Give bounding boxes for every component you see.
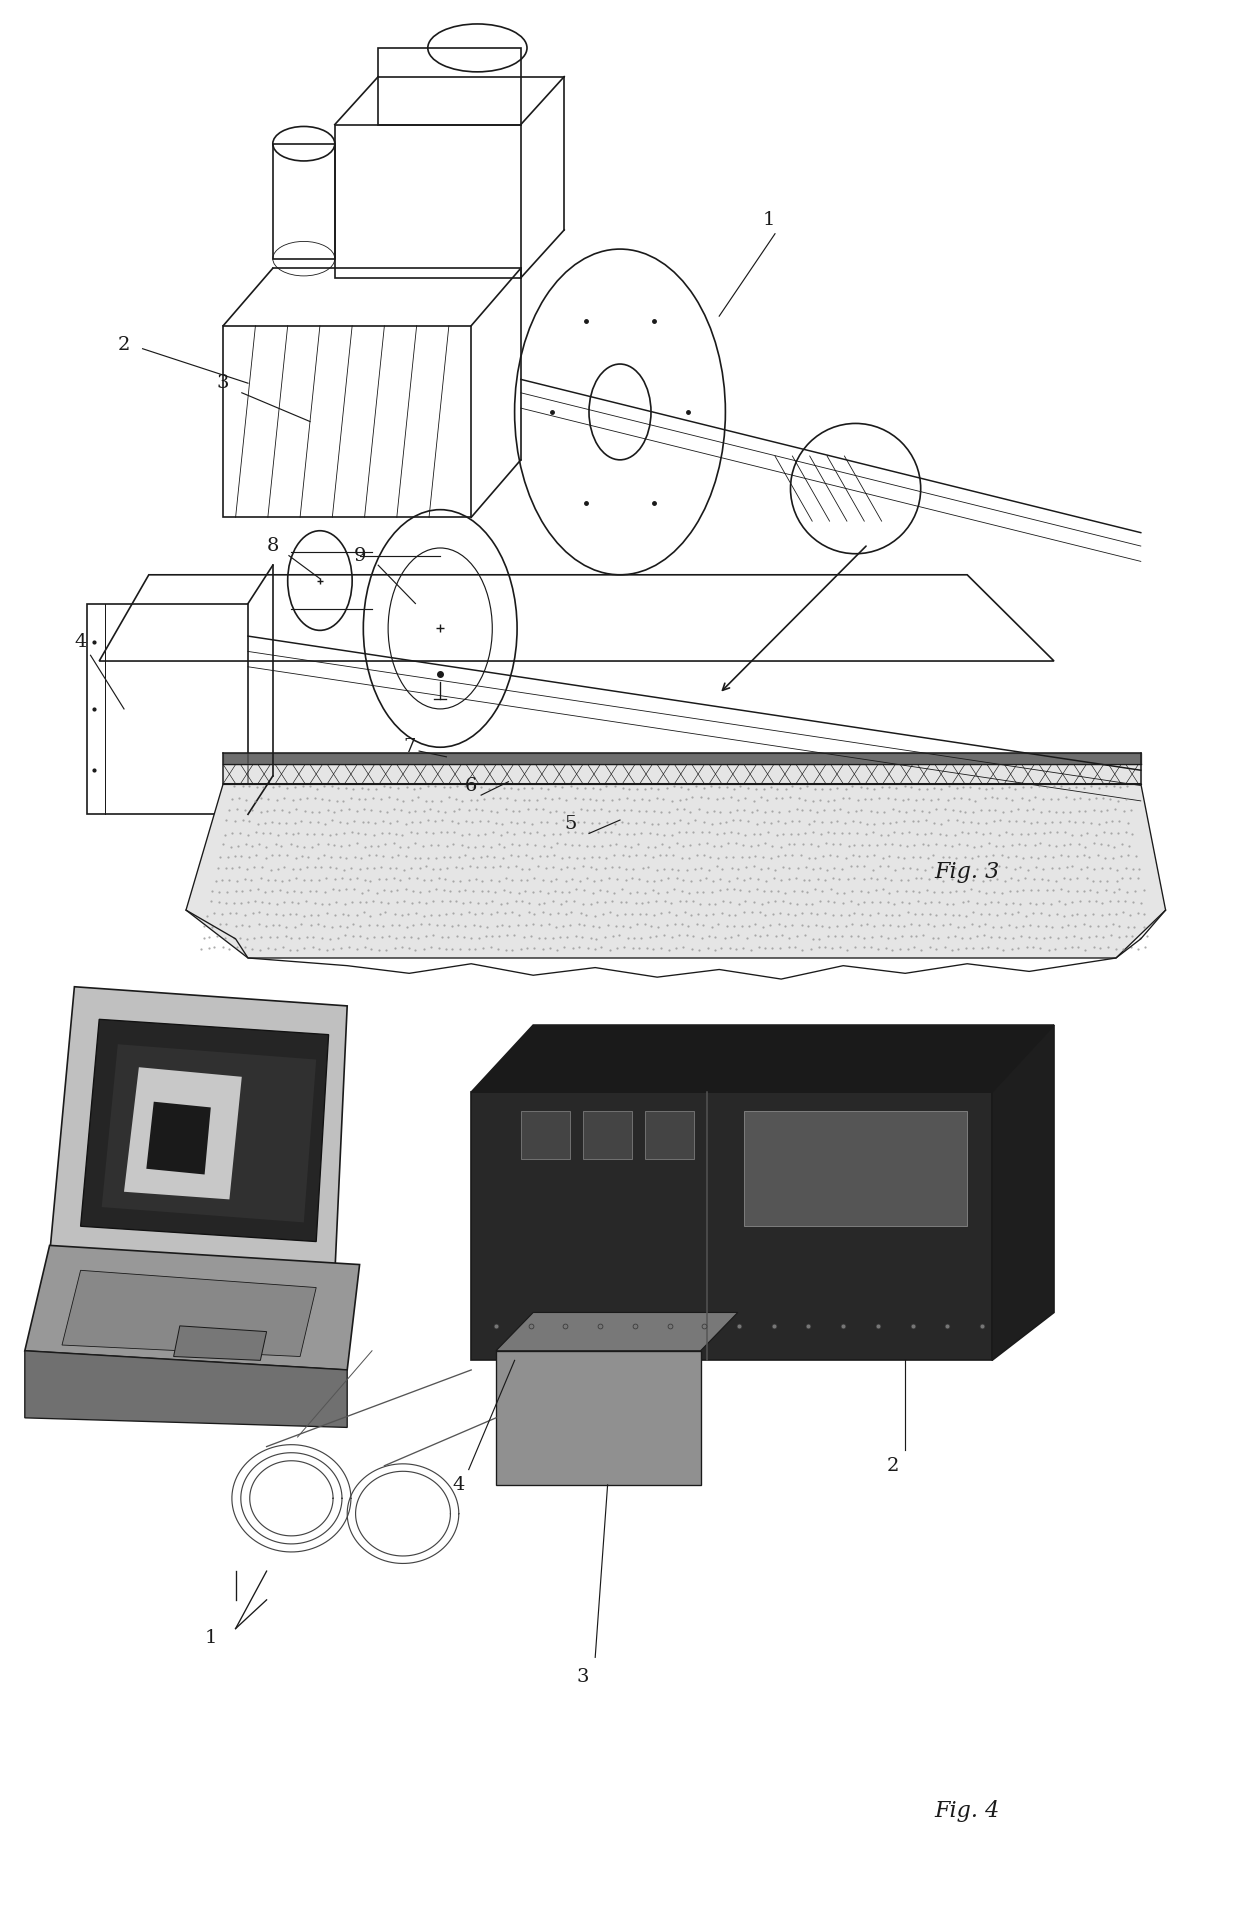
Polygon shape [102, 1044, 316, 1222]
Text: 2: 2 [887, 1456, 899, 1475]
Text: 4: 4 [74, 632, 87, 651]
Polygon shape [62, 1270, 316, 1357]
Polygon shape [25, 1351, 347, 1427]
Text: 3: 3 [217, 374, 229, 393]
Polygon shape [25, 1245, 360, 1370]
Text: 9: 9 [353, 546, 366, 565]
Polygon shape [124, 1067, 242, 1199]
Text: Fig. 3: Fig. 3 [935, 860, 999, 883]
Polygon shape [81, 1019, 329, 1242]
Polygon shape [146, 1102, 211, 1175]
Text: 3: 3 [577, 1667, 589, 1686]
Text: 2: 2 [118, 335, 130, 354]
Polygon shape [583, 1111, 632, 1159]
Text: 1: 1 [763, 211, 775, 230]
Text: 8: 8 [267, 536, 279, 556]
Polygon shape [50, 987, 347, 1274]
Polygon shape [992, 1025, 1054, 1360]
Polygon shape [521, 1111, 570, 1159]
Polygon shape [496, 1312, 738, 1351]
Polygon shape [186, 784, 1166, 958]
Polygon shape [744, 1111, 967, 1226]
Polygon shape [645, 1111, 694, 1159]
Text: 7: 7 [403, 738, 415, 757]
Text: Fig. 4: Fig. 4 [935, 1799, 999, 1822]
Polygon shape [471, 1025, 1054, 1092]
Text: 1: 1 [205, 1629, 217, 1648]
Polygon shape [174, 1326, 267, 1360]
Text: 4: 4 [453, 1475, 465, 1494]
Polygon shape [471, 1092, 992, 1360]
Polygon shape [496, 1351, 701, 1485]
Text: 6: 6 [465, 776, 477, 795]
Text: 5: 5 [564, 814, 577, 833]
